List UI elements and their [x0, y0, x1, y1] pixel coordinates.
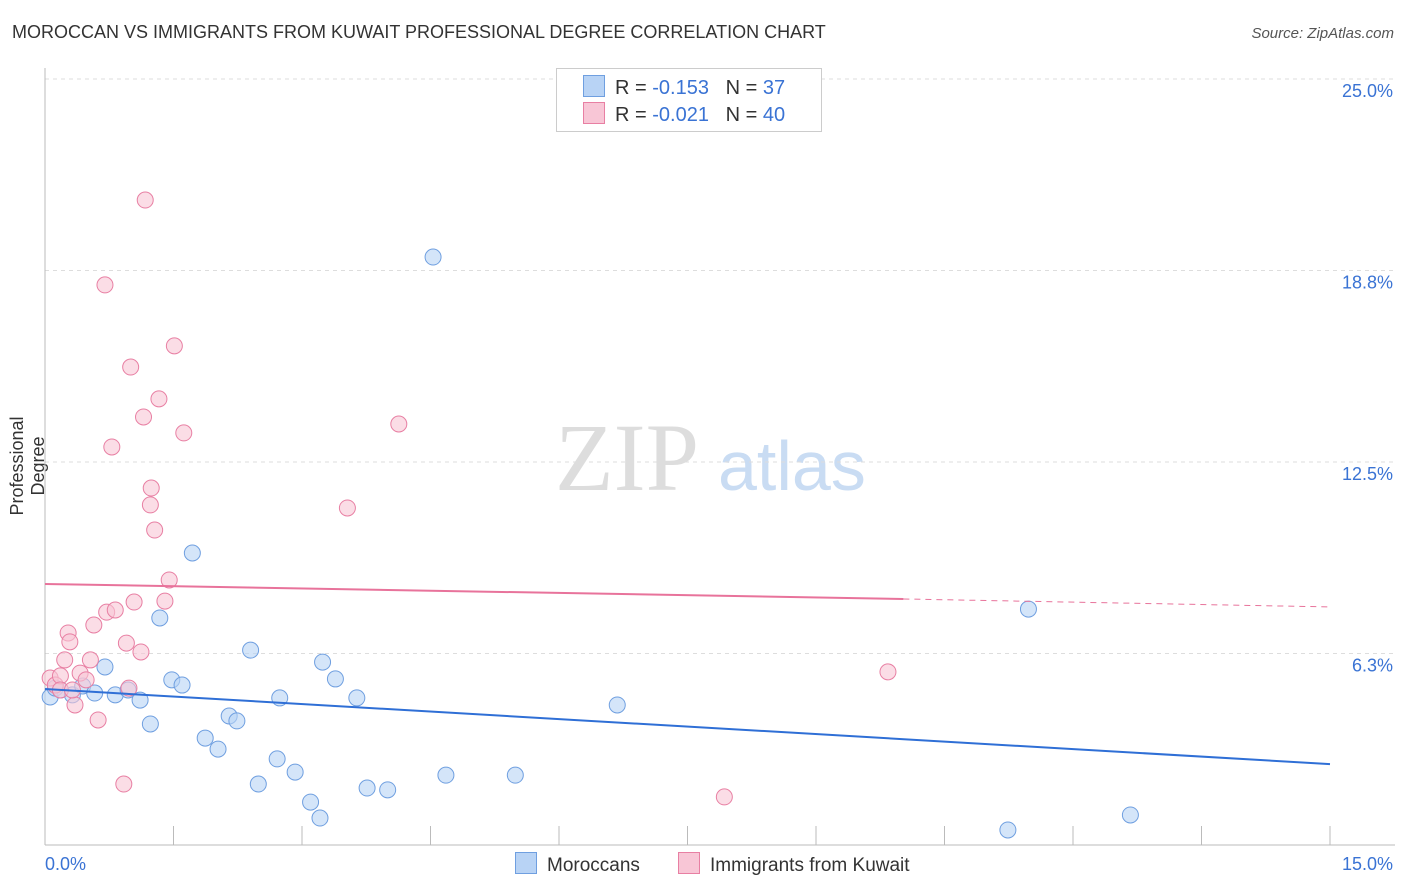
kuwait-point — [136, 191, 154, 209]
y-tick-label: 25.0% — [1342, 81, 1393, 101]
kuwait-point — [146, 521, 164, 539]
y-tick-label: 18.8% — [1342, 273, 1393, 293]
moroccan-trend-line — [44, 688, 1331, 766]
moroccan-point — [151, 609, 169, 627]
source-label: Source: ZipAtlas.com — [1251, 25, 1394, 42]
chart-title: MOROCCAN VS IMMIGRANTS FROM KUWAIT PROFE… — [12, 22, 826, 42]
kuwait-point — [165, 337, 183, 355]
legend-row-moroccans: R = -0.153 N = 37 — [583, 75, 785, 100]
moroccan-point — [506, 766, 524, 784]
r-value: -0.021 — [652, 104, 709, 126]
moroccan-point — [1121, 806, 1139, 824]
kuwait-point — [61, 633, 79, 651]
y-tick-label: 12.5% — [1342, 464, 1393, 484]
kuwait-point — [142, 479, 160, 497]
r-label: R = — [615, 77, 653, 99]
kuwait-point — [77, 671, 95, 689]
kuwait-point — [85, 616, 103, 634]
moroccan-point — [311, 809, 329, 827]
moroccan-point — [608, 696, 626, 714]
moroccan-point — [228, 712, 246, 730]
kuwait-point — [117, 634, 135, 652]
moroccan-point — [141, 715, 159, 733]
kuwait-point — [125, 593, 143, 611]
n-label: N = — [725, 104, 763, 126]
moroccan-point — [314, 653, 332, 671]
moroccan-point — [999, 821, 1017, 839]
kuwait-point — [106, 601, 124, 619]
moroccan-point — [183, 544, 201, 562]
kuwait-point — [81, 651, 99, 669]
y-tick-label: 6.3% — [1352, 656, 1393, 676]
correlation-legend: R = -0.153 N = 37 R = -0.021 N = 40 — [556, 68, 822, 132]
moroccan-point — [326, 670, 344, 688]
moroccan-point — [249, 775, 267, 793]
moroccan-point — [209, 740, 227, 758]
blue-swatch — [515, 852, 537, 874]
kuwait-point — [132, 643, 150, 661]
kuwait-point — [122, 358, 140, 376]
kuwait-point — [160, 571, 178, 589]
moroccan-point — [348, 689, 366, 707]
kuwait-point — [879, 663, 897, 681]
kuwait-point — [715, 788, 733, 806]
kuwait-point — [120, 679, 138, 697]
moroccan-point — [286, 763, 304, 781]
moroccan-point — [131, 691, 149, 709]
n-label: N = — [725, 77, 763, 99]
legend-item-kuwait[interactable]: Immigrants from Kuwait — [678, 852, 910, 877]
kuwait-point — [141, 496, 159, 514]
kuwait-point — [89, 711, 107, 729]
moroccan-point — [268, 750, 286, 768]
pink-swatch — [678, 852, 700, 874]
kuwait-point — [96, 276, 114, 294]
x-tick-label: 15.0% — [1342, 854, 1393, 874]
r-value: -0.153 — [652, 77, 709, 99]
moroccan-point — [437, 766, 455, 784]
r-label: R = — [615, 104, 653, 126]
kuwait-point — [175, 424, 193, 442]
kuwait-point — [135, 408, 153, 426]
x-tick-label: 0.0% — [45, 854, 86, 874]
kuwait-trend-line — [44, 582, 904, 600]
legend-item-moroccans[interactable]: Moroccans — [515, 852, 640, 877]
moroccan-point — [96, 658, 114, 676]
moroccan-point — [358, 779, 376, 797]
blue-swatch — [583, 75, 605, 97]
watermark-atlas: atlas — [718, 427, 866, 505]
kuwait-point — [156, 592, 174, 610]
moroccan-point — [173, 676, 191, 694]
kuwait-point — [66, 696, 84, 714]
moroccan-point — [196, 729, 214, 747]
kuwait-point — [150, 390, 168, 408]
watermark-zip: ZIP — [555, 404, 699, 511]
kuwait-point — [338, 499, 356, 517]
moroccan-point — [1019, 600, 1037, 618]
legend-row-kuwait: R = -0.021 N = 40 — [583, 102, 785, 127]
kuwait-point — [56, 651, 74, 669]
moroccan-point — [424, 248, 442, 266]
moroccan-point — [302, 793, 320, 811]
legend-label: Moroccans — [547, 855, 640, 876]
n-value: 37 — [762, 77, 786, 99]
kuwait-point — [115, 775, 133, 793]
kuwait-trend-extension — [903, 598, 1331, 608]
legend-label: Immigrants from Kuwait — [710, 855, 910, 876]
n-value: 40 — [762, 104, 786, 126]
kuwait-point — [390, 415, 408, 433]
moroccan-point — [242, 641, 260, 659]
pink-swatch — [583, 102, 605, 124]
kuwait-point — [103, 438, 121, 456]
moroccan-point — [379, 781, 397, 799]
